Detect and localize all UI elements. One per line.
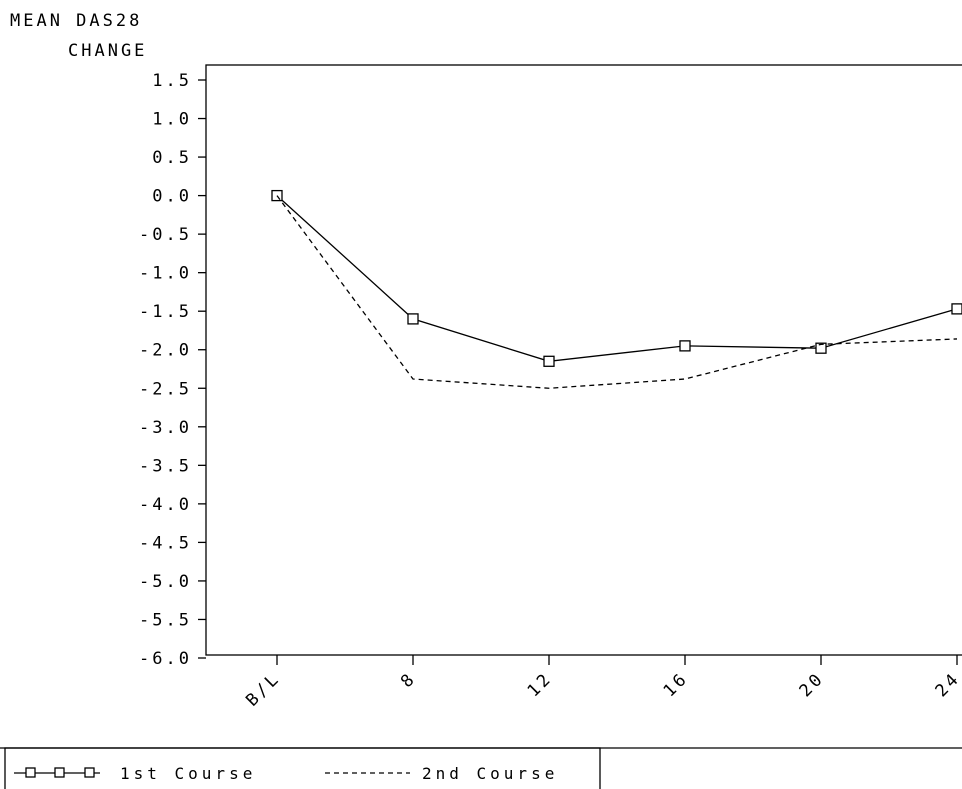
x-tick-label: 24 bbox=[932, 668, 962, 701]
y-tick-label: -2.0 bbox=[139, 341, 192, 361]
series-line-1 bbox=[276, 195, 958, 362]
y-tick-label: -3.0 bbox=[139, 418, 192, 438]
data-point-marker bbox=[543, 355, 555, 367]
y-tick-label: -4.0 bbox=[139, 495, 192, 515]
legend-square-marker bbox=[84, 767, 95, 778]
legend-label-2nd-course: 2nd Course bbox=[422, 764, 558, 783]
y-tick-label: 0.0 bbox=[152, 187, 192, 207]
x-tick-label: 12 bbox=[524, 668, 557, 701]
y-tick-label: -5.0 bbox=[139, 572, 192, 592]
x-axis: B/L 8 12 16 20 24 bbox=[242, 655, 962, 711]
x-tick-label: 8 bbox=[397, 668, 421, 692]
x-tick-label: B/L bbox=[242, 668, 284, 710]
series-layer bbox=[271, 189, 962, 389]
legend-label-1st-course: 1st Course bbox=[120, 764, 256, 783]
legend-box bbox=[4, 747, 601, 789]
y-tick-label: 1.5 bbox=[152, 71, 192, 91]
y-tick-label: -1.0 bbox=[139, 264, 192, 284]
legend-item-2nd-course: 2nd Course bbox=[325, 764, 558, 783]
y-axis-label-line2: CHANGE bbox=[68, 41, 147, 61]
data-point-marker bbox=[679, 340, 691, 352]
data-point-marker bbox=[407, 313, 419, 325]
legend-item-1st-course: 1st Course bbox=[14, 764, 256, 783]
x-tick-label: 16 bbox=[660, 668, 693, 701]
y-tick-label: -2.5 bbox=[139, 379, 192, 399]
y-tick-label: -0.5 bbox=[139, 225, 192, 245]
y-tick-label: 1.0 bbox=[152, 110, 192, 130]
x-tick-label: 20 bbox=[796, 668, 829, 701]
plot-frame bbox=[205, 64, 962, 656]
legend-square-marker bbox=[54, 767, 65, 778]
y-tick-label: -4.5 bbox=[139, 533, 192, 553]
legend: 1st Course 2nd Course bbox=[0, 747, 962, 789]
data-point-marker bbox=[951, 303, 962, 315]
legend-square-marker bbox=[25, 767, 36, 778]
y-tick-label: -1.5 bbox=[139, 302, 192, 322]
y-tick-label: -6.0 bbox=[139, 649, 192, 669]
data-point-marker bbox=[815, 342, 827, 354]
y-tick-label: 0.5 bbox=[152, 148, 192, 168]
y-axis: 1.5 1.0 0.5 0.0 -0.5 -1.0 -1.5 -2.0 -2.5 -3.0 -3.5… bbox=[139, 71, 206, 669]
y-tick-label: -5.5 bbox=[139, 610, 192, 630]
series-line-2 bbox=[276, 195, 958, 389]
y-axis-label-line1: MEAN DAS28 bbox=[10, 11, 142, 31]
y-tick-label: -3.5 bbox=[139, 456, 192, 476]
